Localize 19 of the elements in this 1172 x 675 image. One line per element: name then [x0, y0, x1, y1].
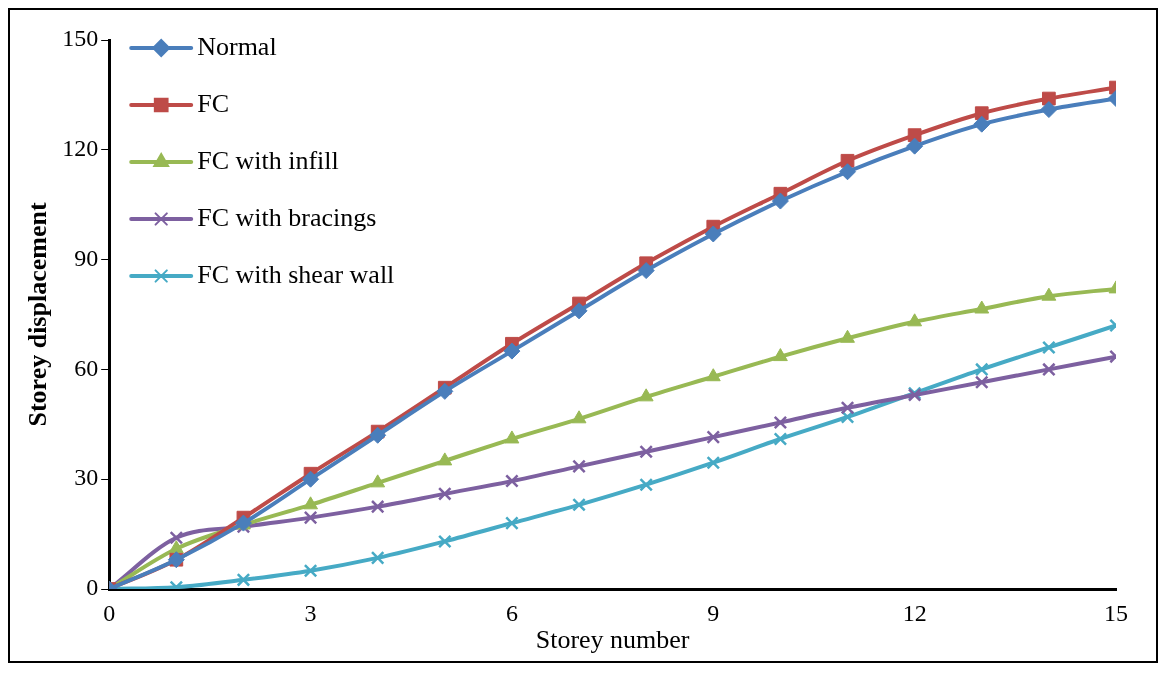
x-tick-label: 12 [902, 599, 927, 626]
x-tick-label: 3 [304, 599, 317, 626]
legend-label: FC with bracings [197, 202, 377, 232]
y-tick-label: 30 [74, 464, 99, 491]
x-tick-label: 9 [707, 599, 720, 626]
y-tick-label: 60 [74, 354, 99, 381]
legend-label: FC with shear wall [197, 259, 395, 289]
legend-label: Normal [197, 31, 277, 61]
x-tick-label: 15 [1104, 599, 1128, 626]
y-tick-label: 90 [74, 244, 99, 271]
y-tick-label: 0 [86, 574, 99, 601]
x-axis-title: Storey number [535, 625, 690, 655]
legend-label: FC with infill [197, 145, 339, 175]
x-tick-label: 0 [103, 599, 116, 626]
y-tick-label: 120 [62, 135, 99, 162]
y-tick-label: 150 [62, 25, 99, 52]
x-tick-label: 6 [505, 599, 518, 626]
y-axis-title: Storey displacement [23, 202, 53, 427]
legend-label: FC [197, 88, 230, 118]
